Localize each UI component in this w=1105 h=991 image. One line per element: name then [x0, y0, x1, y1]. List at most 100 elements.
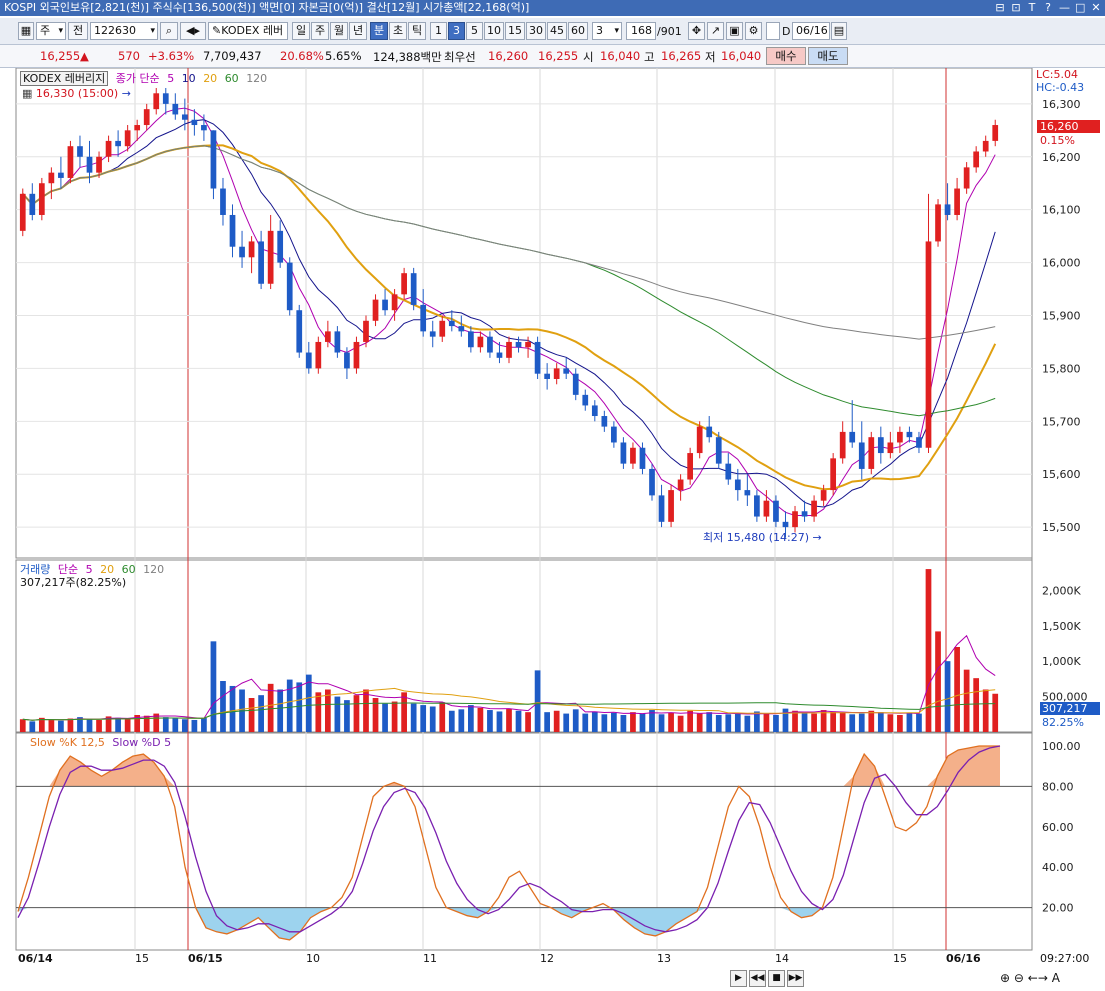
- stock-name-field[interactable]: ✎KODEX 레버: [208, 22, 288, 40]
- stoch-legend: Slow %K 12,5 Slow %D 5: [30, 736, 171, 749]
- stop-icon[interactable]: ■: [768, 970, 785, 987]
- arrow-left-icon[interactable]: ←: [1027, 971, 1038, 985]
- close-icon[interactable]: ✕: [1091, 1, 1101, 14]
- volume-bar: [982, 689, 989, 732]
- candle-body: [239, 246, 245, 258]
- date-input[interactable]: 06/16: [792, 22, 830, 40]
- forward-icon[interactable]: ▶▶: [787, 970, 804, 987]
- zoom-in-icon[interactable]: ⊕: [1000, 971, 1011, 985]
- search-icon[interactable]: ⌕: [160, 22, 178, 40]
- high-marker-text: 16,330 (15:00): [35, 87, 119, 100]
- candle-body: [601, 416, 608, 427]
- d-checkbox-label: D: [782, 25, 791, 38]
- volume-bar: [715, 715, 722, 732]
- chart-area[interactable]: 16,300 16,200 16,100 16,000 15,900 15,800 15,7…: [0, 67, 1105, 988]
- minute-10[interactable]: 10: [484, 22, 504, 40]
- candle-body: [115, 140, 121, 147]
- low-label: 저: [705, 50, 716, 64]
- volume-bar: [172, 718, 179, 732]
- rewind-icon[interactable]: ◀◀: [749, 970, 766, 987]
- candle-body: [916, 437, 922, 448]
- minute-1[interactable]: 1: [430, 22, 447, 40]
- multiplier-select[interactable]: 3: [592, 22, 622, 40]
- chart-canvas[interactable]: 16,300 16,200 16,100 16,000 15,900 15,800 15,7…: [0, 67, 1105, 988]
- maximize-icon[interactable]: ⊡: [1011, 1, 1021, 14]
- period-month[interactable]: 월: [330, 22, 348, 40]
- volume-bar: [963, 669, 970, 732]
- candle-body: [487, 336, 493, 353]
- box-icon[interactable]: □: [1075, 1, 1086, 14]
- gear-icon[interactable]: ⚙: [745, 22, 762, 40]
- period-minute[interactable]: 분: [370, 22, 388, 40]
- volume-bar: [992, 693, 999, 732]
- d-checkbox[interactable]: [766, 22, 780, 40]
- period-week[interactable]: 주: [311, 22, 329, 40]
- text-icon[interactable]: T: [1028, 1, 1036, 14]
- candle-body: [591, 405, 598, 417]
- buy-button[interactable]: 매수: [766, 47, 806, 65]
- count-input[interactable]: 168: [626, 22, 656, 40]
- candle-body: [658, 495, 665, 522]
- layout-icon[interactable]: ▦: [18, 22, 34, 40]
- candle-body: [48, 172, 55, 184]
- help-icon[interactable]: ?: [1045, 1, 1051, 14]
- chart-toolbar: ▦ 주 전 122630 ⌕ ◀▸ ✎KODEX 레버 일 주 월 년 분 초 …: [0, 18, 1105, 45]
- prev-button[interactable]: 전: [68, 22, 88, 40]
- crosshair-icon[interactable]: ✥: [688, 22, 705, 40]
- x-label: 14: [775, 952, 789, 965]
- minute-3[interactable]: 3: [448, 22, 465, 40]
- price-tick: 15,800: [1042, 362, 1081, 375]
- save-icon[interactable]: ▣: [726, 22, 743, 40]
- restore-icon[interactable]: ⊟: [995, 1, 1005, 14]
- open-label: 시: [583, 50, 594, 64]
- stoch-tick: 80.00: [1042, 780, 1074, 793]
- high-label: 고: [644, 50, 655, 64]
- ma60-line: [22, 145, 996, 417]
- x-label: 06/14: [18, 952, 53, 965]
- sell-button[interactable]: 매도: [808, 47, 848, 65]
- window-title: KOSPI 외국인보유[2,821(천)] 주식수[136,500(천)] 액면…: [4, 1, 530, 14]
- minute-60[interactable]: 60: [568, 22, 588, 40]
- candle-body: [906, 431, 913, 438]
- minimize-icon[interactable]: —: [1059, 1, 1070, 14]
- candle-body: [201, 125, 207, 131]
- x-label: 10: [306, 952, 320, 965]
- volume-bar: [658, 714, 665, 732]
- volume-legend: 거래량 단순 5 20 60 120: [20, 561, 168, 577]
- instrument-label[interactable]: KODEX 레버리지: [20, 71, 109, 86]
- volume-bar: [48, 719, 55, 732]
- candle-body: [754, 495, 760, 517]
- minute-15[interactable]: 15: [505, 22, 525, 40]
- period-tick[interactable]: 틱: [408, 22, 426, 40]
- lc-label: LC:5.04: [1036, 68, 1079, 81]
- volume-bar: [906, 712, 913, 732]
- volume-bar: [153, 713, 160, 732]
- market-select[interactable]: 주: [36, 22, 66, 40]
- scroll-controls: ▶ ◀◀ ■ ▶▶: [730, 970, 804, 987]
- sound-icon[interactable]: ◀▸: [180, 22, 206, 40]
- minute-5[interactable]: 5: [466, 22, 483, 40]
- candle-body: [96, 156, 102, 173]
- period-year[interactable]: 년: [349, 22, 367, 40]
- volume-tick: 500,000: [1042, 691, 1088, 704]
- candle-body: [887, 442, 894, 454]
- play-icon[interactable]: ▶: [730, 970, 747, 987]
- code-input[interactable]: 122630: [90, 22, 158, 40]
- draw-icon[interactable]: ↗: [707, 22, 724, 40]
- candle-body: [897, 431, 903, 443]
- volume-bar: [572, 709, 579, 732]
- arrow-right-icon[interactable]: →: [1037, 971, 1048, 985]
- minute-45[interactable]: 45: [547, 22, 567, 40]
- minute-30[interactable]: 30: [526, 22, 546, 40]
- zoom-out-icon[interactable]: ⊖: [1013, 971, 1024, 985]
- candle-body: [429, 331, 436, 337]
- volume-bar: [19, 719, 26, 732]
- period-day[interactable]: 일: [292, 22, 310, 40]
- period-second[interactable]: 초: [389, 22, 407, 40]
- volume-bar: [487, 710, 493, 732]
- calendar-icon[interactable]: ▤: [831, 22, 847, 40]
- font-size-icon[interactable]: A: [1051, 971, 1060, 985]
- volume-bar: [601, 714, 608, 732]
- zoom-controls[interactable]: ⊕ ⊖ ←→ A: [1000, 971, 1060, 985]
- volume-ma60-line: [22, 702, 996, 721]
